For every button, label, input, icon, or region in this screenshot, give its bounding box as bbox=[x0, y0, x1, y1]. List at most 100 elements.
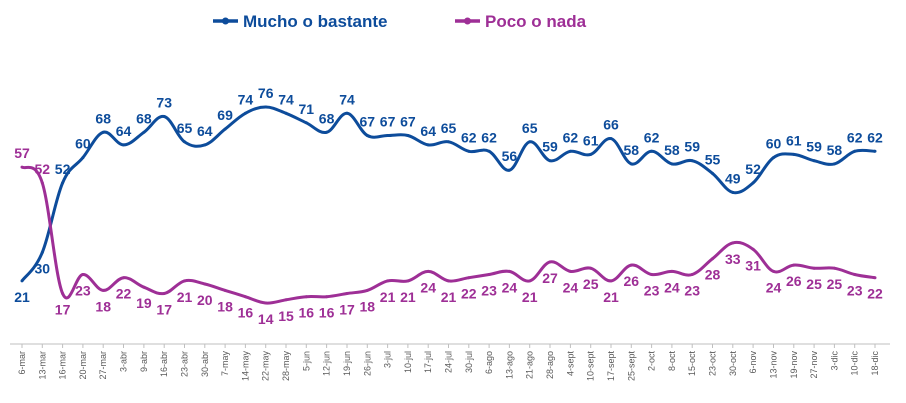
data-point-poco bbox=[589, 266, 593, 270]
data-label-mucho: 76 bbox=[258, 85, 274, 101]
data-label-poco: 17 bbox=[339, 302, 355, 318]
data-point-poco bbox=[61, 292, 65, 295]
data-label-mucho: 68 bbox=[319, 110, 335, 126]
data-point-poco bbox=[609, 279, 613, 283]
data-label-mucho: 58 bbox=[664, 142, 680, 158]
data-point-mucho bbox=[873, 149, 877, 153]
data-point-poco bbox=[751, 247, 755, 251]
x-tick-label: 7-may bbox=[220, 351, 230, 377]
data-point-mucho bbox=[365, 134, 369, 137]
x-tick-label: 3-dic bbox=[829, 351, 839, 371]
data-label-mucho: 59 bbox=[684, 139, 700, 155]
data-point-poco bbox=[142, 285, 146, 289]
data-label-mucho: 74 bbox=[278, 91, 294, 107]
data-label-mucho: 69 bbox=[217, 107, 233, 123]
x-tick-label: 18-dic bbox=[870, 351, 880, 376]
data-point-mucho bbox=[243, 111, 247, 115]
data-label-poco: 31 bbox=[745, 257, 761, 273]
data-point-mucho bbox=[487, 149, 491, 153]
data-label-poco: 33 bbox=[725, 251, 741, 267]
data-label-mucho: 59 bbox=[806, 139, 822, 155]
data-point-mucho bbox=[609, 137, 613, 141]
x-tick-label: 13-mar bbox=[37, 351, 47, 380]
data-label-mucho: 68 bbox=[136, 110, 152, 126]
data-point-mucho bbox=[142, 130, 146, 134]
x-tick-label: 21-ago bbox=[525, 351, 535, 379]
data-label-poco: 25 bbox=[583, 276, 599, 292]
data-label-poco: 24 bbox=[664, 279, 680, 295]
x-tick-label: 19-jun bbox=[342, 351, 352, 376]
data-point-mucho bbox=[345, 111, 349, 115]
data-point-mucho bbox=[101, 130, 105, 134]
data-point-poco bbox=[40, 181, 44, 185]
data-point-mucho bbox=[812, 159, 816, 163]
data-point-poco bbox=[812, 266, 816, 270]
data-point-poco bbox=[243, 295, 247, 299]
x-tick-label: 3-jul bbox=[383, 351, 393, 368]
data-point-poco bbox=[853, 273, 857, 276]
data-point-mucho bbox=[284, 111, 288, 115]
legend-marker-mucho bbox=[222, 17, 229, 25]
x-tick-label: 10-sept bbox=[586, 351, 596, 382]
series-layer bbox=[20, 105, 877, 305]
data-label-poco: 21 bbox=[603, 289, 619, 305]
data-point-mucho bbox=[832, 162, 836, 166]
x-tick-label: 3-abr bbox=[119, 351, 129, 372]
data-point-poco bbox=[629, 263, 633, 267]
data-point-mucho bbox=[751, 181, 755, 185]
data-point-mucho bbox=[386, 134, 390, 137]
data-label-poco: 24 bbox=[502, 279, 518, 295]
data-label-poco: 25 bbox=[806, 276, 822, 292]
x-tick-label: 14-may bbox=[240, 351, 250, 382]
x-tick-label: 9-abr bbox=[139, 351, 149, 372]
legend-marker-poco bbox=[464, 17, 471, 25]
data-label-mucho: 65 bbox=[522, 120, 538, 136]
data-point-poco bbox=[345, 292, 349, 295]
x-tick-label: 28-ago bbox=[545, 351, 555, 379]
data-point-poco bbox=[223, 288, 227, 292]
data-label-poco: 26 bbox=[786, 273, 802, 289]
data-point-poco bbox=[162, 292, 166, 295]
data-label-poco: 21 bbox=[400, 289, 416, 305]
data-point-poco bbox=[568, 269, 572, 273]
data-point-poco bbox=[365, 288, 369, 292]
data-point-mucho bbox=[670, 162, 674, 166]
x-tick-label: 8-oct bbox=[667, 351, 677, 372]
data-label-poco: 16 bbox=[238, 305, 254, 321]
data-point-poco bbox=[81, 273, 85, 276]
data-label-poco: 23 bbox=[481, 283, 497, 299]
data-point-mucho bbox=[629, 162, 633, 166]
data-label-poco: 16 bbox=[299, 305, 315, 321]
data-label-mucho: 58 bbox=[827, 142, 843, 158]
x-tick-label: 16-abr bbox=[159, 351, 169, 377]
data-label-mucho: 67 bbox=[400, 114, 416, 130]
data-point-mucho bbox=[426, 143, 430, 147]
x-tick-label: 13-nov bbox=[769, 351, 779, 379]
data-point-mucho bbox=[447, 140, 450, 144]
x-tick-label: 13-ago bbox=[504, 351, 514, 379]
x-tick-label: 20-mar bbox=[78, 351, 88, 380]
data-point-poco bbox=[792, 263, 796, 267]
data-label-poco: 21 bbox=[177, 289, 193, 305]
data-point-poco bbox=[548, 260, 552, 264]
data-label-poco: 23 bbox=[684, 283, 700, 299]
data-point-poco bbox=[203, 282, 207, 286]
data-label-mucho: 73 bbox=[156, 95, 172, 111]
data-label-poco: 21 bbox=[380, 289, 396, 305]
data-label-mucho: 49 bbox=[725, 170, 741, 186]
data-label-poco: 16 bbox=[319, 305, 335, 321]
legend-item-mucho: Mucho o bastante bbox=[213, 12, 388, 31]
data-point-poco bbox=[406, 279, 410, 283]
data-point-mucho bbox=[304, 121, 308, 125]
data-point-mucho bbox=[467, 149, 471, 153]
data-label-mucho: 60 bbox=[766, 136, 782, 152]
data-point-poco bbox=[650, 273, 654, 276]
data-point-mucho bbox=[507, 168, 511, 172]
data-label-mucho: 62 bbox=[461, 129, 477, 145]
data-point-mucho bbox=[528, 140, 532, 144]
data-label-mucho: 74 bbox=[238, 91, 254, 107]
data-label-mucho: 66 bbox=[603, 117, 619, 133]
x-tick-label: 6-ago bbox=[484, 351, 494, 374]
data-point-poco bbox=[122, 276, 125, 280]
x-tick-label: 28-may bbox=[281, 351, 291, 382]
